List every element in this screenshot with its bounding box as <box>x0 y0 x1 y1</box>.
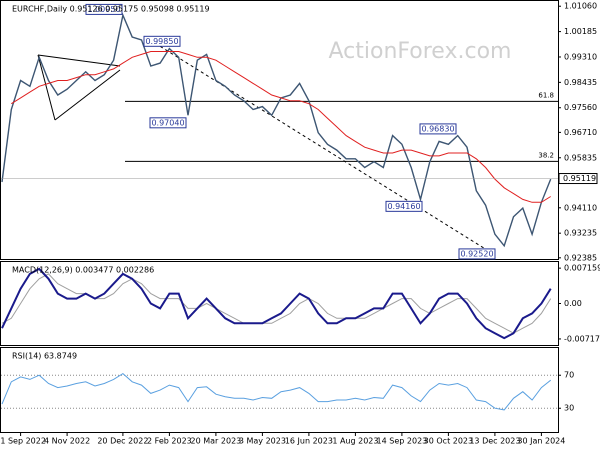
y-tick-label: 0.99310 <box>564 52 597 61</box>
series-line <box>1 12 552 248</box>
x-tick-label: 13 Dec 2023 <box>469 437 520 446</box>
annotation-label: 0.99850 <box>145 37 178 46</box>
trendline <box>149 39 496 256</box>
y-tick-label: 0.93235 <box>564 229 597 238</box>
y-tick-label: 0.98435 <box>564 78 597 87</box>
annotation-box <box>143 35 181 47</box>
annotation-box <box>149 117 187 129</box>
macd-panel <box>0 261 559 346</box>
y-tick-label: 0.97560 <box>564 103 597 112</box>
annotation-box <box>385 200 423 212</box>
annotation-label: 0.92520 <box>460 249 493 258</box>
y-tick-label: 1.01060 <box>564 2 597 11</box>
x-tick-label: 20 Mar 2023 <box>191 437 242 446</box>
annotation-label: 0.94160 <box>387 202 420 211</box>
y-tick-label: 70 <box>564 371 574 380</box>
y-tick-label: 0.00 <box>564 299 582 308</box>
y-tick-label: 30 <box>564 404 574 413</box>
x-tick-label: 1 Aug 2023 <box>332 437 378 446</box>
x-tick-label: 3 May 2023 <box>239 437 286 446</box>
annotation-box <box>85 3 123 15</box>
watermark: ActionForex.com <box>329 39 512 64</box>
series-line <box>1 267 552 340</box>
last-price-label: 0.95119 <box>563 174 596 183</box>
series-line <box>1 372 552 411</box>
panel-title: MACD(12,26,9) 0.003477 0.002286 <box>12 266 154 275</box>
annotation-box <box>458 248 496 260</box>
annotation-label: 1.00950 <box>87 5 120 14</box>
y-tick-label: -0.007173 <box>564 334 600 343</box>
x-tick-label: 2 Feb 2023 <box>147 437 192 446</box>
y-tick-label: 0.92385 <box>564 253 597 262</box>
trendline <box>37 54 121 67</box>
trendlines <box>37 39 496 256</box>
panel-title: EURCHF,Daily 0.95126 0.95175 0.95098 0.9… <box>12 5 210 14</box>
y-tick-label: 1.00185 <box>564 27 597 36</box>
annotation-box <box>419 123 457 135</box>
rsi-panel <box>0 347 559 433</box>
x-tick-label: 14 Sep 2023 <box>377 437 428 446</box>
x-tick-label: 16 Jun 2023 <box>285 437 333 446</box>
y-tick-label: 0.94110 <box>564 203 597 212</box>
annotation-label: 0.96830 <box>421 124 454 133</box>
last-price-box <box>558 173 598 185</box>
fib-label: 61.8 <box>538 91 554 99</box>
x-tick-label: 21 Sep 2022 <box>0 437 46 446</box>
annotation-label: 0.97040 <box>151 118 184 127</box>
x-tick-label: 30 Oct 2023 <box>424 437 473 446</box>
x-tick-label: 30 Jan 2024 <box>517 437 565 446</box>
y-tick-label: 0.95835 <box>564 153 597 162</box>
x-tick-label: 4 Nov 2022 <box>44 437 90 446</box>
trendline <box>37 54 56 121</box>
x-tick-label: 20 Dec 2022 <box>97 437 148 446</box>
y-tick-label: 0.96710 <box>564 128 597 137</box>
price-panel <box>0 0 559 260</box>
panel-title: RSI(14) 63.8749 <box>12 352 77 361</box>
y-tick-label: 0.007159 <box>564 264 600 273</box>
series-line <box>11 51 551 203</box>
fib-label: 38.2 <box>538 151 554 159</box>
trendline <box>54 69 121 121</box>
